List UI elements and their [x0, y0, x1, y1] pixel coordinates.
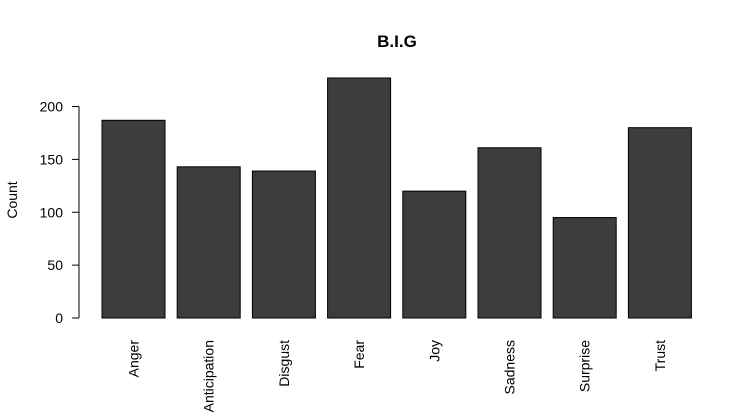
y-tick-label: 0 — [55, 310, 63, 326]
y-tick-label: 100 — [40, 204, 64, 220]
y-tick-label: 200 — [40, 99, 64, 115]
y-axis: 0 50 100 150 200 — [40, 99, 80, 326]
bar-disgust — [251, 170, 316, 319]
y-axis-label: Count — [4, 181, 20, 218]
x-tick-label-trust: Trust — [652, 340, 668, 371]
x-tick-label-anger: Anger — [126, 340, 142, 378]
bars-group — [101, 77, 692, 319]
x-tick-label-disgust: Disgust — [276, 340, 292, 387]
bar-sadness — [477, 147, 542, 319]
bar-fear — [327, 77, 392, 319]
x-tick-label-surprise: Surprise — [577, 340, 593, 392]
x-tick-label-fear: Fear — [351, 340, 367, 369]
x-tick-label-sadness: Sadness — [502, 340, 518, 394]
y-tick-label: 50 — [47, 257, 63, 273]
x-tick-label-joy: Joy — [426, 340, 442, 362]
x-tick-label-anticipation: Anticipation — [201, 340, 217, 412]
bar-joy — [402, 190, 467, 319]
bar-anger — [101, 119, 166, 319]
x-tick-labels: Anger Anticipation Disgust Fear Joy Sadness Su… — [126, 340, 668, 413]
bar-surprise — [552, 217, 617, 319]
bar-trust — [627, 127, 692, 319]
bar-anticipation — [176, 166, 241, 319]
y-tick-label: 150 — [40, 151, 64, 167]
chart-title: B.I.G — [377, 32, 417, 51]
